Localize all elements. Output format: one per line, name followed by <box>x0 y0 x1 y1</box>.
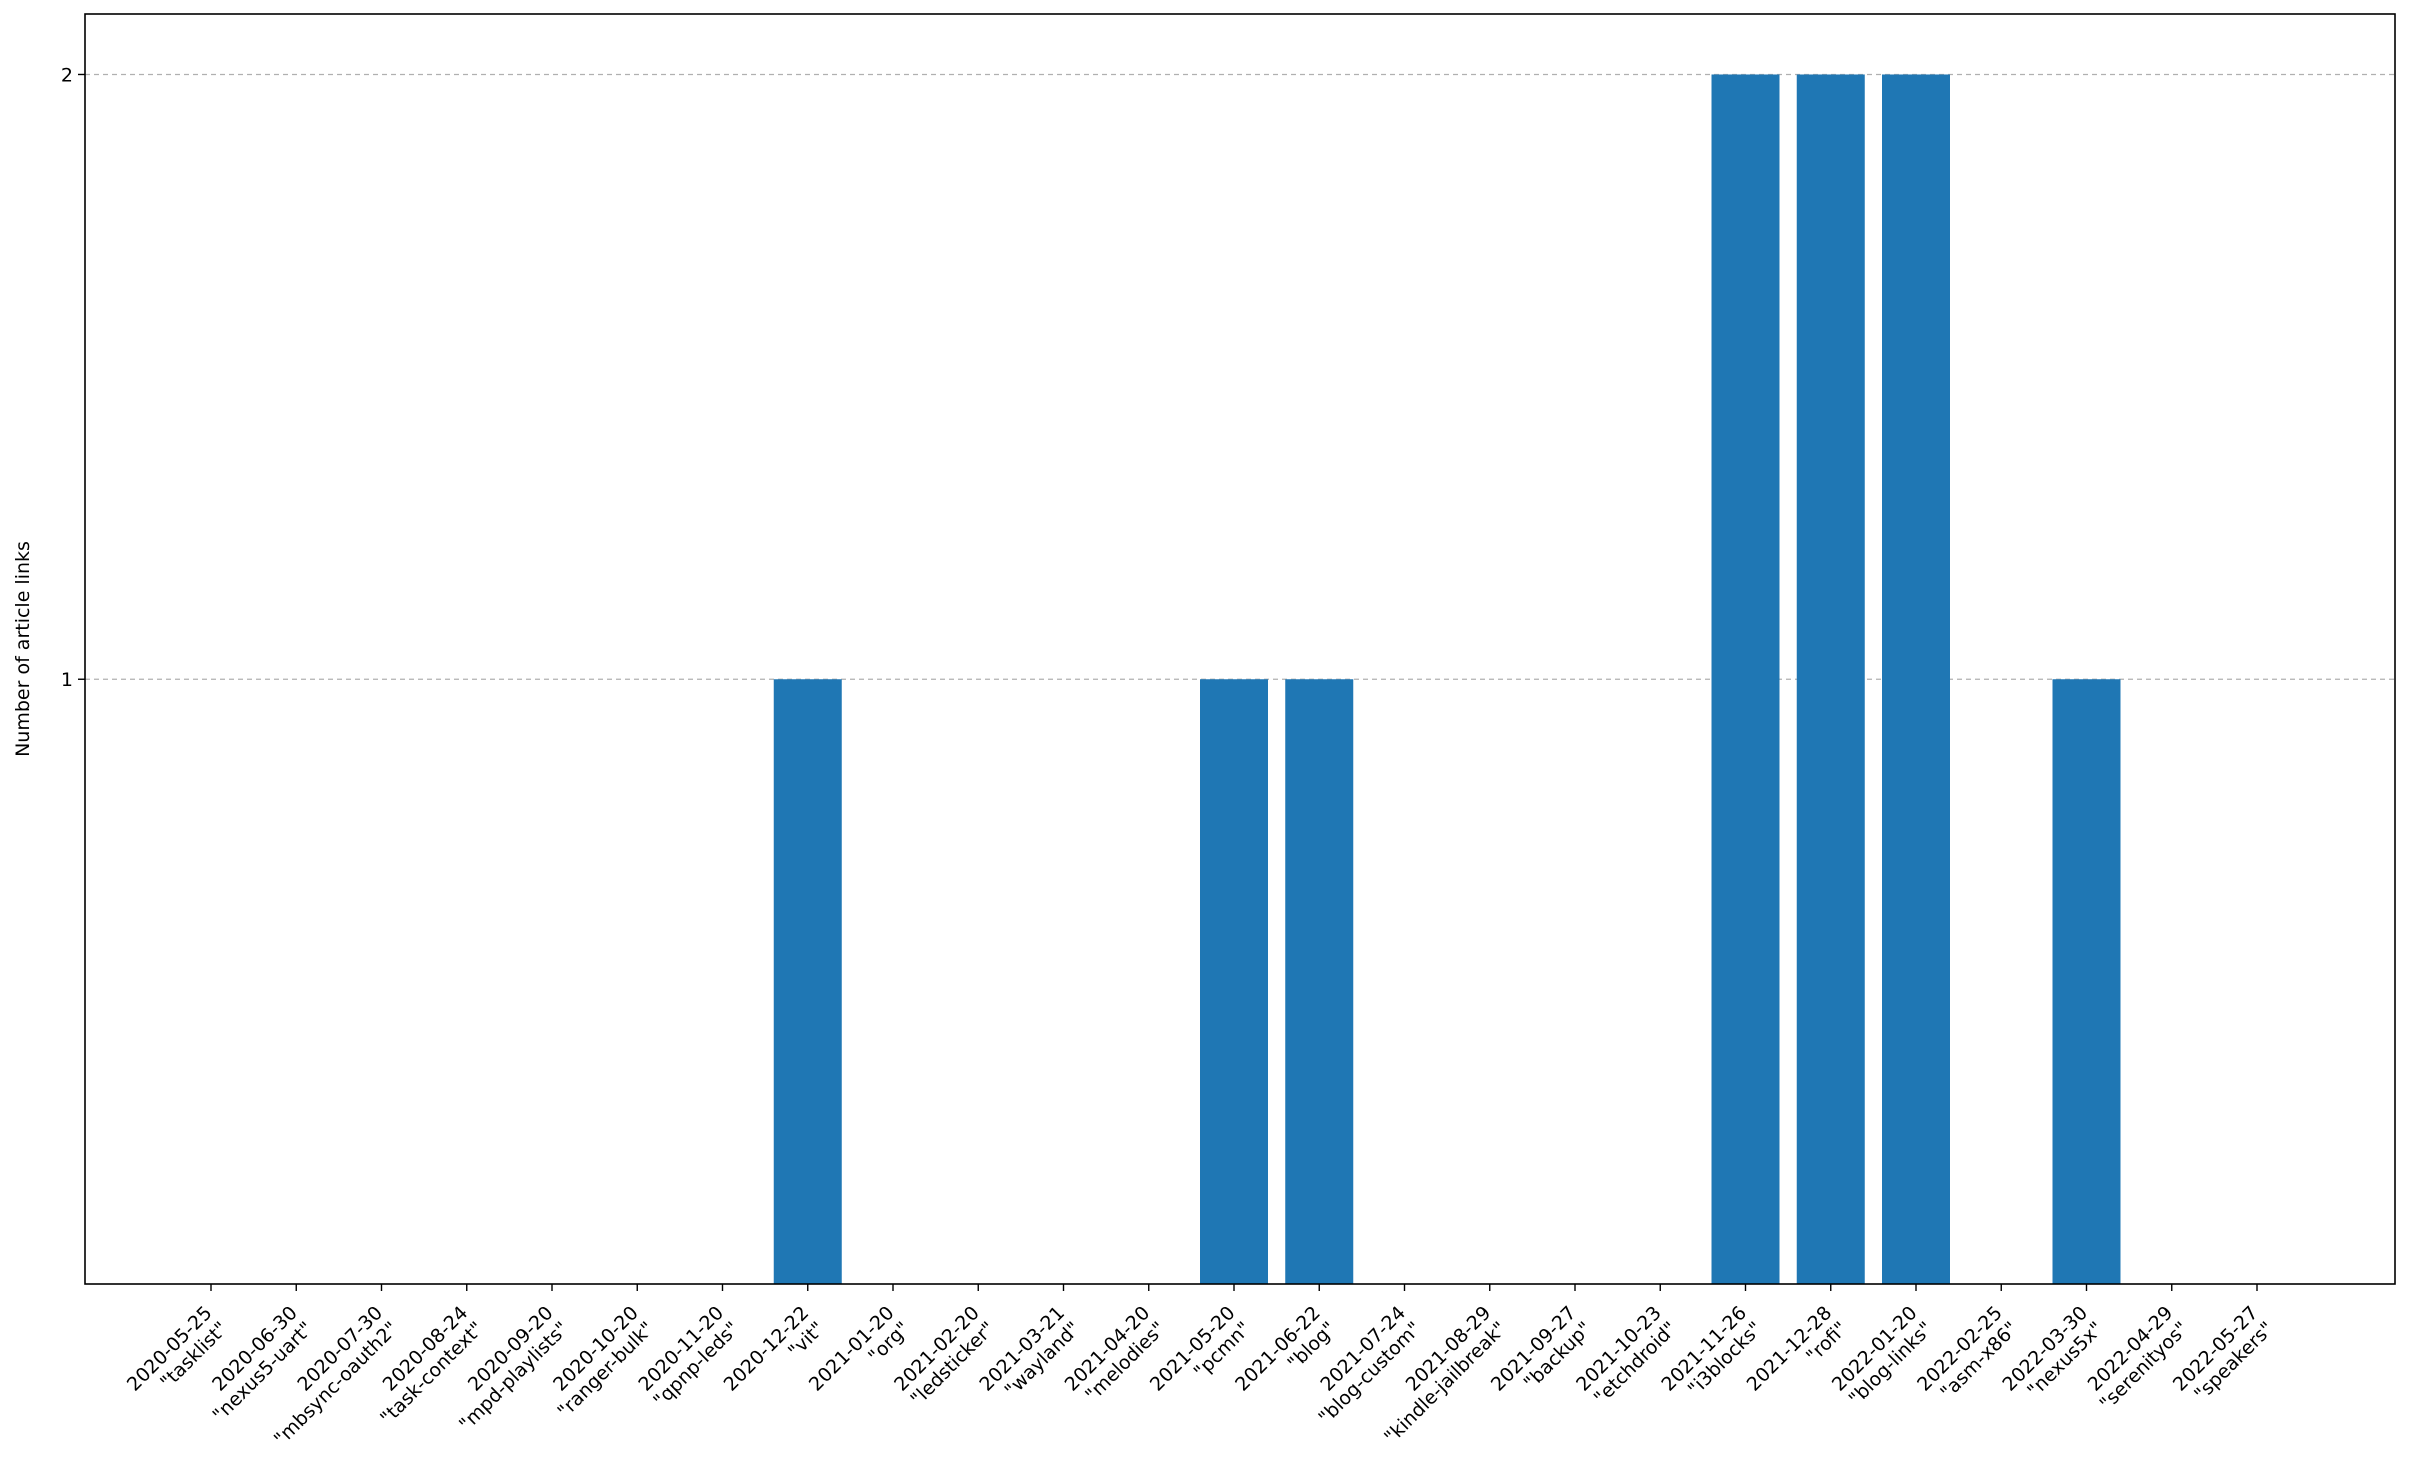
x-tick-label: 2021-05-20"pcmn" <box>1146 1302 1255 1411</box>
x-tick-label: 2020-05-25"tasklist" <box>123 1302 232 1411</box>
bar <box>1882 74 1950 1284</box>
x-tick-label: 2021-02-20"ledsticker" <box>890 1302 999 1411</box>
bar <box>1285 679 1354 1284</box>
bar <box>2052 679 2121 1284</box>
x-tick-label: 2021-12-28"rofi" <box>1743 1302 1852 1411</box>
x-tick-label: 2022-02-25"asm-x86" <box>1913 1302 2022 1411</box>
x-tick-label: 2020-12-22"vit" <box>720 1302 829 1411</box>
x-tick-label: 2022-05-27"speakers" <box>2169 1302 2278 1411</box>
bar <box>1796 74 1865 1284</box>
plot-frame <box>84 13 2396 1285</box>
x-tick-label: 2021-06-22"blog" <box>1231 1302 1340 1411</box>
gridlines <box>85 73 2395 680</box>
x-tick-label: 2021-01-20"org" <box>805 1302 914 1411</box>
x-tick-label: 2021-03-21"wayland" <box>975 1302 1084 1411</box>
y-tick-label: 1 <box>61 669 73 691</box>
x-tick-label: 2022-01-20"blog-links" <box>1828 1302 1937 1411</box>
x-tick-label: 2021-10-23"etchdroid" <box>1572 1302 1681 1411</box>
x-tick-label: 2022-04-29"serenityos" <box>2080 1302 2193 1415</box>
y-tick-label: 2 <box>61 64 73 86</box>
bars <box>773 74 2121 1284</box>
x-tick-label: 2021-09-27"backup" <box>1487 1302 1596 1411</box>
x-tick-label: 2021-04-20"melodies" <box>1061 1302 1170 1411</box>
bar <box>1200 679 1268 1284</box>
x-tick-label: 2020-11-20"qpnp-leds" <box>634 1302 744 1412</box>
y-axis-label: Number of article links <box>12 541 34 757</box>
x-tick-label: 2021-11-26"i3blocks" <box>1657 1302 1766 1411</box>
bar <box>773 679 842 1284</box>
x-tick-label: 2022-03-30"nexus5x" <box>1998 1302 2107 1411</box>
bar <box>1711 74 1780 1284</box>
